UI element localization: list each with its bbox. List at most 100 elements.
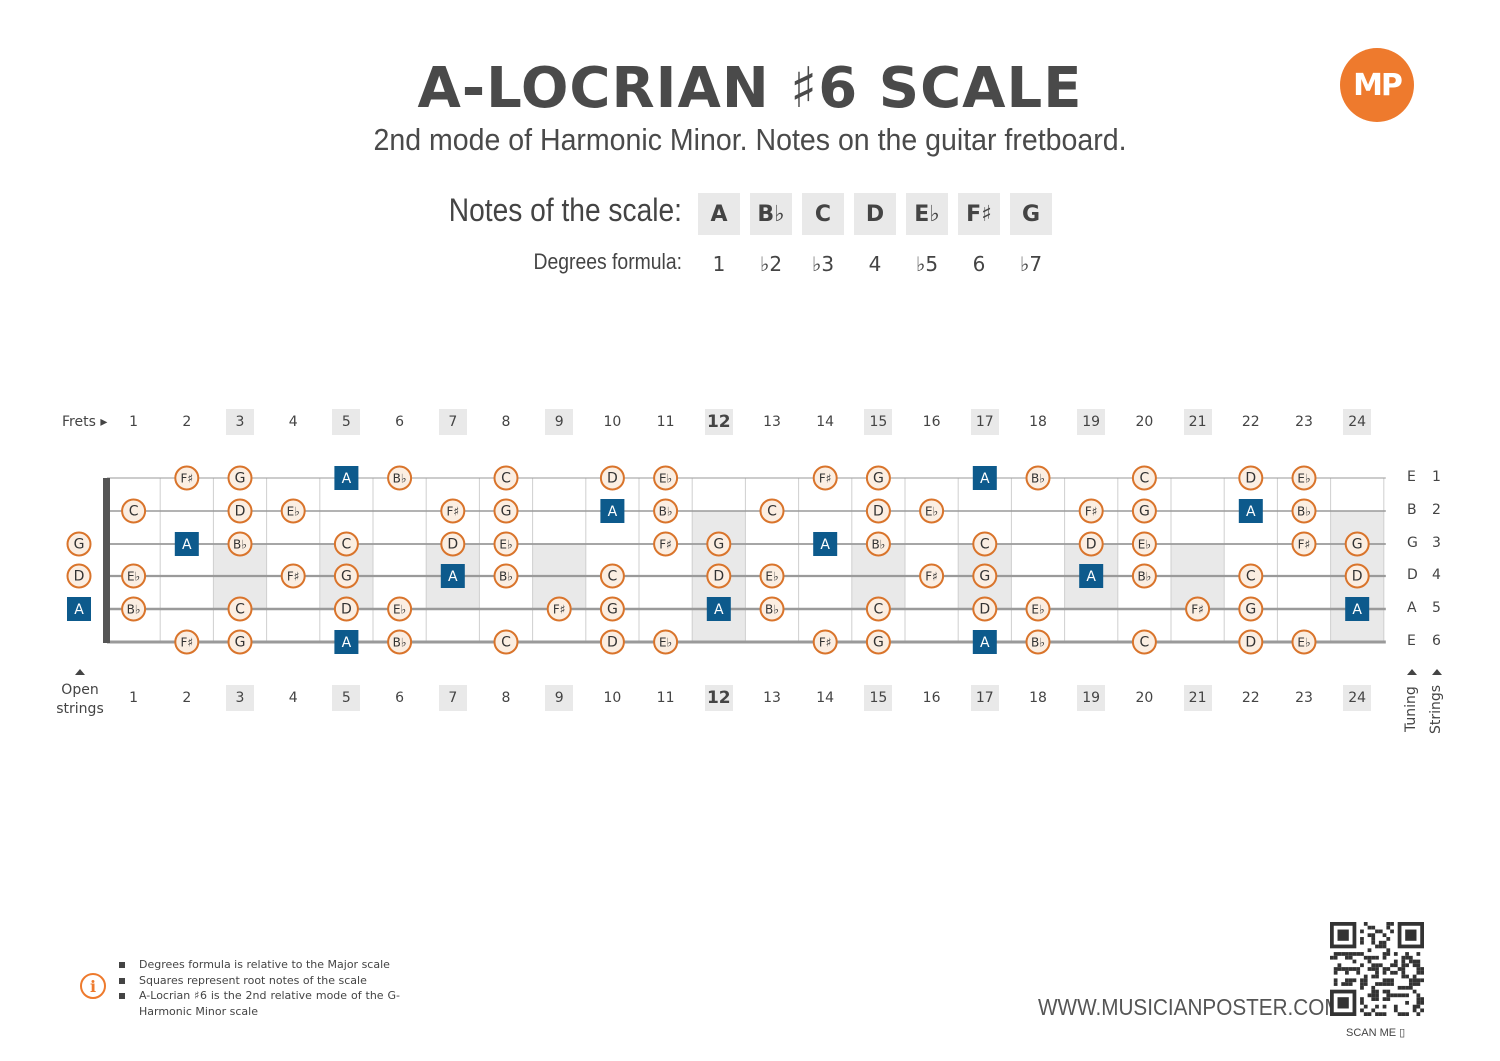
fret-number: 8 (501, 690, 511, 706)
root-note-label: A (1246, 504, 1256, 520)
scale-note-circle (387, 465, 413, 491)
nut (103, 478, 110, 643)
scale-note-circle (1078, 498, 1104, 524)
musicianposter-logo[interactable]: MP (1340, 48, 1414, 122)
frets-label: Frets ▸ (62, 414, 108, 430)
notes-of-scale-label: Notes of the scale: (448, 192, 682, 228)
scale-note-label: D (979, 602, 990, 618)
scale-note-label: C (501, 635, 511, 651)
scale-note-label: G (979, 569, 990, 585)
scale-note-label: F♯ (819, 636, 832, 650)
scale-note-circle (121, 596, 147, 622)
scale-note-label: C (874, 602, 884, 618)
fret-number: 20 (1135, 690, 1154, 706)
qr-code-icon[interactable] (1330, 922, 1424, 1016)
degrees-formula-label: Degrees formula: (533, 249, 683, 274)
scale-note-circle (972, 596, 998, 622)
scale-note-circle (1025, 465, 1051, 491)
fret-number: 9 (545, 685, 574, 711)
scale-note-circle (333, 531, 359, 557)
scale-note-box: C (802, 193, 844, 235)
scale-note-circle (599, 596, 625, 622)
fret-number: 5 (332, 685, 361, 711)
fret-number: 19 (1077, 685, 1106, 711)
fret-marker-shade (532, 544, 586, 576)
string-number: 6 (1432, 633, 1441, 649)
open-strings-label: Open strings (56, 682, 104, 717)
scale-note-label: G (1352, 537, 1363, 553)
root-note-square (174, 532, 199, 556)
fret-number: 17 (970, 685, 999, 711)
scale-note-label: D (1245, 635, 1256, 651)
scale-note-label: G (873, 635, 884, 651)
root-note-square (813, 532, 838, 556)
scale-note-circle (280, 563, 306, 589)
scale-note-label: E♭ (287, 505, 300, 519)
scale-note-box: G (1010, 193, 1052, 235)
scale-note-circle (66, 531, 92, 557)
scale-note-circle (865, 531, 891, 557)
root-note-label: A (980, 471, 990, 487)
fret-number: 5 (332, 409, 361, 435)
scale-note-circle (759, 596, 785, 622)
scale-note-label: G (713, 537, 724, 553)
scale-note-circle (280, 498, 306, 524)
scale-note-circle (706, 563, 732, 589)
fret-number: 23 (1295, 414, 1313, 430)
scale-note-circle (599, 563, 625, 589)
fret-number: 1 (129, 414, 139, 430)
scale-note-circle (1131, 629, 1157, 655)
scale-note-box: D (854, 193, 896, 235)
fret-number: 6 (395, 690, 405, 706)
scale-note-label: F♯ (1191, 603, 1204, 617)
scale-note-label: G (1245, 602, 1256, 618)
scale-note-circle (599, 465, 625, 491)
scale-note-circle (972, 563, 998, 589)
fret-number: 15 (864, 409, 893, 435)
fret-number: 6 (395, 414, 405, 430)
scale-note-circle (919, 498, 945, 524)
scale-note-box: F♯ (958, 193, 1000, 235)
scale-note-circle (759, 563, 785, 589)
scale-note-label: F♯ (446, 505, 459, 519)
fret-number: 4 (288, 690, 298, 706)
scale-note-label: G (607, 602, 618, 618)
scale-note-circle (440, 498, 466, 524)
root-note-label: A (74, 602, 84, 618)
scale-note-label: D (607, 471, 618, 487)
scale-note-label: F♯ (1298, 538, 1311, 552)
scale-note-circle (1344, 531, 1370, 557)
root-note-square (67, 597, 91, 621)
scale-note-label: F♯ (925, 570, 938, 584)
scale-note-label: F♯ (659, 538, 672, 552)
scale-note-circle (865, 465, 891, 491)
info-item: Squares represent root notes of the scal… (118, 973, 400, 989)
scale-note-label: D (1086, 537, 1097, 553)
root-note-label: A (342, 471, 352, 487)
website-link[interactable]: WWW.MUSICIANPOSTER.COM (1038, 994, 1342, 1020)
scale-note-label: E♭ (925, 505, 938, 519)
root-note-square (1238, 499, 1263, 523)
fret-number: 3 (226, 409, 254, 435)
scale-note-circle (653, 629, 679, 655)
scale-note-label: B♭ (1031, 472, 1045, 486)
scale-note-label: C (767, 504, 777, 520)
string-number: 4 (1432, 567, 1441, 583)
scale-note-circle (1291, 629, 1317, 655)
scale-note-label: C (1140, 471, 1150, 487)
scale-note-label: D (713, 569, 724, 585)
fret-number: 7 (438, 685, 467, 711)
scale-note-circle (1344, 563, 1370, 589)
scale-note-box: E♭ (906, 193, 948, 235)
root-note-square (972, 630, 997, 654)
fret-number: 17 (970, 409, 999, 435)
scale-note-label: E♭ (127, 570, 140, 584)
scale-note-box: B♭ (750, 193, 792, 235)
scale-note-circle (387, 629, 413, 655)
root-note-square (600, 499, 625, 523)
scale-note-label: F♯ (287, 570, 300, 584)
root-note-label: A (820, 537, 830, 553)
info-icon: i (80, 973, 106, 999)
scale-note-circle (227, 465, 253, 491)
fret-number: 24 (1343, 685, 1372, 711)
